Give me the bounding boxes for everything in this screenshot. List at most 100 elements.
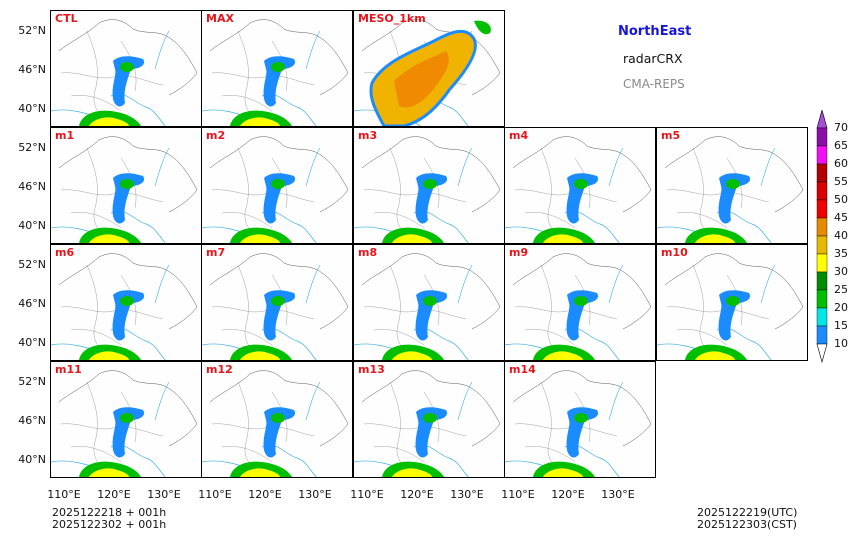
footer-init-cst: 2025122302 + 001h bbox=[52, 518, 167, 531]
map-canvas bbox=[202, 136, 349, 243]
river bbox=[154, 264, 170, 304]
lat-tick-40n: 40°N bbox=[18, 453, 46, 466]
panel-label: m7 bbox=[206, 246, 226, 259]
province-border bbox=[60, 72, 164, 86]
lon-tick-110e: 110°E bbox=[501, 488, 535, 501]
panel-m14: m14 bbox=[504, 361, 656, 478]
map-canvas bbox=[354, 19, 501, 126]
reflectivity-area bbox=[112, 290, 145, 341]
river bbox=[154, 30, 170, 70]
panel-m11: m11 bbox=[50, 361, 202, 478]
lat-tick-46n: 46°N bbox=[18, 180, 46, 193]
province-border bbox=[237, 264, 261, 358]
panel-m5: m5 bbox=[656, 127, 808, 244]
reflectivity-area bbox=[566, 407, 599, 458]
river bbox=[608, 147, 624, 187]
province-border bbox=[363, 423, 467, 437]
province-border bbox=[666, 306, 770, 320]
reflectivity-core bbox=[726, 179, 740, 189]
reflectivity-core bbox=[574, 413, 588, 423]
reflectivity-core bbox=[89, 351, 129, 360]
colorbar-segment bbox=[816, 253, 828, 273]
map-canvas bbox=[202, 370, 349, 477]
panel-label: m13 bbox=[358, 363, 385, 376]
reflectivity-core bbox=[695, 351, 735, 360]
lat-tick-40n: 40°N bbox=[18, 336, 46, 349]
province-border bbox=[363, 189, 467, 203]
colorbar-tick-label: 40 bbox=[834, 229, 848, 242]
river bbox=[760, 264, 776, 304]
lat-tick-52n: 52°N bbox=[18, 375, 46, 388]
colorbar-tick-label: 70 bbox=[834, 121, 848, 134]
panel-label: MESO_1km bbox=[358, 12, 426, 25]
reflectivity-area bbox=[263, 290, 296, 341]
reflectivity-core bbox=[240, 117, 280, 126]
reflectivity-core bbox=[543, 351, 583, 360]
footer-valid-cst: 2025122303(CST) bbox=[697, 518, 797, 531]
province-border bbox=[60, 423, 164, 437]
map-canvas bbox=[505, 253, 652, 360]
country-border bbox=[664, 253, 804, 330]
colorbar-tick-label: 20 bbox=[834, 301, 848, 314]
reflectivity-core bbox=[271, 296, 285, 306]
river bbox=[457, 147, 473, 187]
panel-ctl: CTL bbox=[50, 10, 202, 127]
colorbar-tick-label: 65 bbox=[834, 139, 848, 152]
panel-label: m8 bbox=[358, 246, 378, 259]
colorbar-tick-label: 30 bbox=[834, 265, 848, 278]
river bbox=[154, 381, 170, 421]
province-border bbox=[237, 381, 261, 475]
reflectivity-core bbox=[574, 296, 588, 306]
reflectivity-core bbox=[423, 413, 437, 423]
reflectivity-area bbox=[566, 173, 599, 224]
panel-m8: m8 bbox=[353, 244, 505, 361]
lat-tick-46n: 46°N bbox=[18, 63, 46, 76]
map-canvas bbox=[505, 136, 652, 243]
reflectivity-core bbox=[120, 413, 134, 423]
map-canvas bbox=[657, 136, 804, 243]
colorbar-segment bbox=[816, 181, 828, 201]
reflectivity-core bbox=[574, 179, 588, 189]
river bbox=[154, 147, 170, 187]
reflectivity-area bbox=[718, 290, 751, 341]
reflectivity-core bbox=[543, 468, 583, 477]
reflectivity-core bbox=[240, 234, 280, 243]
country-border bbox=[58, 370, 198, 447]
country-border bbox=[361, 370, 501, 447]
river bbox=[457, 264, 473, 304]
reflectivity-core bbox=[726, 296, 740, 306]
province-border bbox=[514, 306, 618, 320]
panel-label: m5 bbox=[661, 129, 681, 142]
colorbar-tick-label: 60 bbox=[834, 157, 848, 170]
province-border bbox=[211, 306, 315, 320]
lon-tick-110e: 110°E bbox=[47, 488, 81, 501]
panel-label: m4 bbox=[509, 129, 529, 142]
river bbox=[305, 381, 321, 421]
country-border bbox=[58, 136, 198, 213]
country-border bbox=[512, 370, 652, 447]
country-border bbox=[361, 253, 501, 330]
lon-tick-130e: 130°E bbox=[147, 488, 181, 501]
country-border bbox=[361, 136, 501, 213]
lon-tick-130e: 130°E bbox=[601, 488, 635, 501]
province-border bbox=[540, 381, 564, 475]
panel-label: m11 bbox=[55, 363, 82, 376]
colorbar-segment bbox=[816, 145, 828, 165]
province-border bbox=[389, 381, 413, 475]
reflectivity-core bbox=[120, 62, 134, 72]
reflectivity-area bbox=[415, 290, 448, 341]
country-border bbox=[512, 136, 652, 213]
variable-title: radarCRX bbox=[623, 51, 683, 66]
province-border bbox=[211, 189, 315, 203]
colorbar-tick-label: 15 bbox=[834, 319, 848, 332]
lon-tick-120e: 120°E bbox=[551, 488, 585, 501]
map-canvas bbox=[51, 19, 198, 126]
colorbar-segment bbox=[816, 307, 828, 327]
lon-tick-110e: 110°E bbox=[350, 488, 384, 501]
map-canvas bbox=[51, 136, 198, 243]
lat-tick-52n: 52°N bbox=[18, 258, 46, 271]
province-border bbox=[540, 147, 564, 241]
province-border bbox=[237, 147, 261, 241]
panel-m4: m4 bbox=[504, 127, 656, 244]
lon-tick-130e: 130°E bbox=[450, 488, 484, 501]
